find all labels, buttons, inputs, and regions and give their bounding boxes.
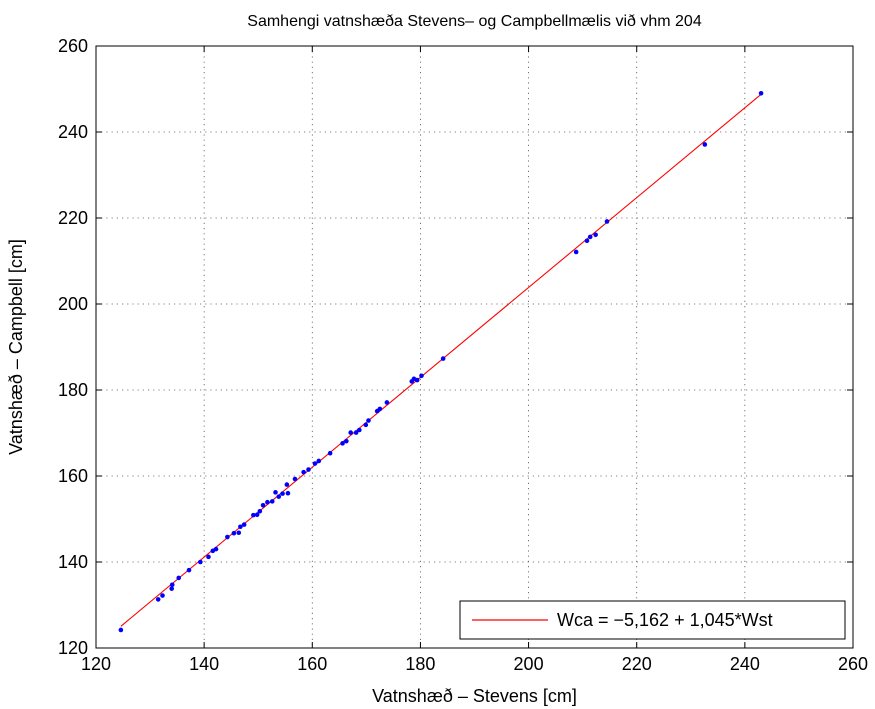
data-point <box>366 418 371 423</box>
data-point <box>593 232 598 238</box>
data-point <box>419 373 424 379</box>
data-point <box>587 234 593 240</box>
y-tick-label: 260 <box>58 36 88 56</box>
data-point <box>254 512 260 517</box>
x-tick-label: 160 <box>297 654 327 674</box>
x-tick-label: 200 <box>514 654 544 674</box>
ticks-layer: 120 140 160 180 200 220 240 260 120 140 160 180 200 2… <box>58 36 868 674</box>
y-axis-label: Vatnshæð – Campbell [cm] <box>6 239 26 455</box>
data-point <box>251 512 256 518</box>
y-tick-label: 240 <box>58 122 88 142</box>
data-point <box>573 249 579 255</box>
data-point <box>285 490 291 496</box>
data-point <box>198 559 203 565</box>
data-point <box>169 582 175 588</box>
data-point <box>260 502 266 508</box>
y-tick-label: 120 <box>58 638 88 658</box>
data-point <box>344 438 349 444</box>
data-point <box>257 508 263 514</box>
data-point <box>702 142 708 147</box>
fit-line <box>120 93 762 627</box>
x-tick-label: 120 <box>81 654 111 674</box>
data-point <box>284 482 290 487</box>
data-point <box>269 499 275 504</box>
chart-title: Samhengi vatnshæða Stevens– og Campbellm… <box>247 13 702 30</box>
data-point <box>348 430 353 435</box>
data-point <box>363 422 369 428</box>
y-tick-label: 140 <box>58 552 88 572</box>
data-point <box>292 476 298 482</box>
data-point <box>206 554 211 560</box>
data-point <box>440 356 446 361</box>
data-point <box>236 530 242 536</box>
data-point <box>169 586 174 591</box>
legend: Wca = −5,162 + 1,045*Wst <box>459 600 846 640</box>
data-point <box>213 546 219 552</box>
legend-label-fit-line: Wca = −5,162 + 1,045*Wst <box>557 610 773 630</box>
data-point <box>155 597 161 602</box>
x-tick-label: 260 <box>838 654 868 674</box>
x-tick-label: 180 <box>405 654 435 674</box>
y-tick-label: 200 <box>58 294 88 314</box>
x-tick-label: 240 <box>730 654 760 674</box>
data-point <box>186 567 192 573</box>
x-tick-label: 220 <box>622 654 652 674</box>
data-point <box>265 499 270 505</box>
data-point <box>160 593 165 598</box>
data-point <box>357 427 362 433</box>
y-tick-label: 160 <box>58 466 88 486</box>
data-point <box>414 377 420 383</box>
x-tick-label: 140 <box>189 654 219 674</box>
data-point <box>758 91 764 96</box>
data-point <box>327 450 333 456</box>
data-point <box>340 441 345 446</box>
x-axis-label: Vatnshæð – Stevens [cm] <box>372 686 577 706</box>
data-point <box>584 238 590 244</box>
data-point <box>225 534 230 540</box>
data-point <box>604 219 610 224</box>
data-point <box>384 400 390 405</box>
data-point <box>241 522 247 527</box>
data-point <box>353 430 359 435</box>
series-layer <box>118 91 764 633</box>
data-point <box>118 627 124 633</box>
data-point <box>316 458 322 464</box>
data-point <box>276 494 282 499</box>
data-point <box>280 491 285 496</box>
y-tick-label: 180 <box>58 380 88 400</box>
data-point <box>306 467 311 472</box>
data-point <box>301 469 306 475</box>
y-tick-label: 220 <box>58 208 88 228</box>
plot-area-frame <box>95 45 854 649</box>
data-point <box>238 524 243 530</box>
data-point <box>377 406 383 412</box>
data-point <box>273 490 278 495</box>
data-point <box>176 575 182 581</box>
data-point <box>312 461 318 466</box>
data-point <box>231 530 237 536</box>
